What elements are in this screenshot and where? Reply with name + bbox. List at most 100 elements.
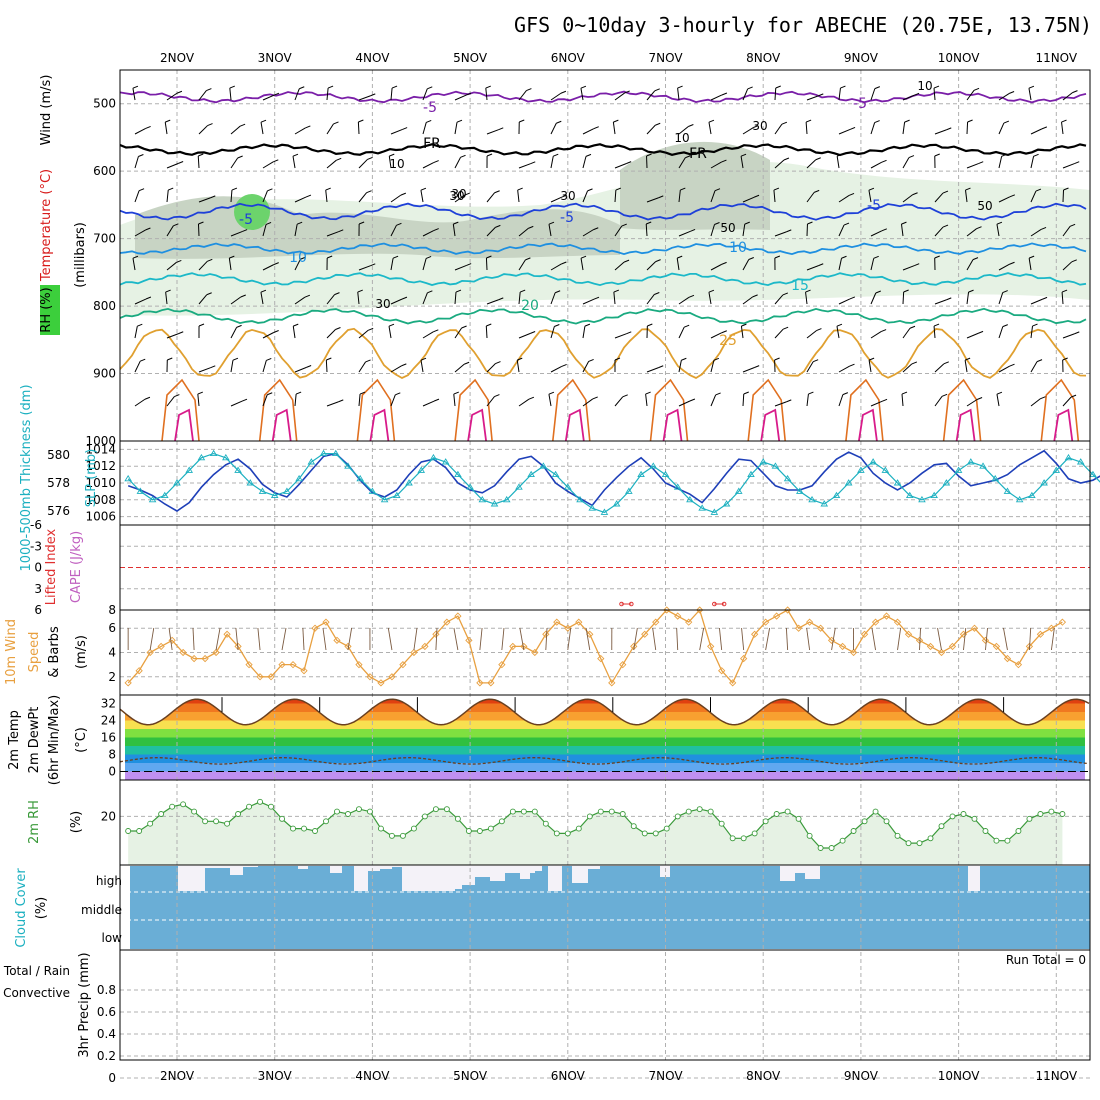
wind-barb [427, 290, 433, 294]
wind-barb [1062, 333, 1075, 339]
wind-barb [525, 257, 531, 261]
rh-point [630, 823, 637, 830]
wind-barb [260, 292, 264, 305]
temperature-contour [119, 327, 1087, 380]
wind-speed-point [399, 661, 407, 669]
wind-barb [838, 224, 845, 237]
cloud-gap [298, 866, 308, 869]
wind-barb [740, 156, 744, 169]
precip-conv-label: Convective [3, 986, 70, 1000]
wind-barb [134, 127, 146, 135]
wind-barb [400, 192, 407, 196]
wind-barb [646, 367, 659, 373]
wind-barb [305, 194, 312, 198]
wind-barb [138, 188, 145, 192]
wind-barb [357, 292, 360, 305]
wind-barb [229, 255, 235, 259]
wind-barb [334, 292, 340, 296]
wind-barb [614, 357, 621, 361]
wind-barb [901, 391, 908, 395]
slp-axis-label: SLP (mb) [84, 449, 99, 508]
wind-barb [774, 357, 780, 361]
wind-barb [646, 261, 656, 271]
wind-barb [902, 363, 913, 373]
wind-barb [919, 627, 921, 651]
wind-barb [390, 365, 402, 373]
y-tick-label: -6 [30, 518, 42, 532]
slp-point [734, 487, 743, 494]
wind-barb [1002, 324, 1008, 328]
wind-barb [1071, 259, 1077, 263]
wind-speed-point [366, 673, 374, 681]
slp-point [808, 495, 816, 503]
wind-barb [494, 190, 500, 194]
wind-barb [262, 360, 267, 373]
wind-barb [933, 87, 936, 101]
cloud-gap [548, 866, 562, 891]
wind-barb [646, 197, 659, 203]
wind-barb [614, 92, 625, 101]
wind-barb [347, 627, 353, 651]
slp-point [893, 479, 902, 486]
x-tick-label-bottom: 3NOV [258, 1069, 293, 1083]
slp-point [258, 487, 267, 494]
wind-barb [710, 224, 715, 237]
wind-barb [134, 190, 140, 203]
x-tick-label-bottom: 6NOV [551, 1069, 586, 1083]
wind-barb [1061, 291, 1064, 305]
wind-speed-point [871, 618, 880, 626]
wind-barb [267, 392, 273, 396]
wind-speed-point [146, 648, 154, 657]
wind-barb [166, 333, 179, 339]
wind-barb [358, 159, 368, 169]
wind-barb [528, 396, 535, 400]
dewpt-axis-label: 2m DewPt [27, 707, 42, 774]
wind-barb [452, 224, 456, 237]
wind-barb [966, 292, 970, 305]
wind-barb [526, 88, 532, 92]
precip-total-label: Total / Rain [3, 964, 70, 978]
rh-point [498, 818, 505, 825]
wind-speed-point [970, 624, 979, 632]
rh2m-unit-label: (%) [69, 811, 84, 834]
wind-barb [622, 394, 628, 398]
wind-barb [197, 391, 204, 395]
temperature-contour [955, 408, 976, 442]
wind-barb [413, 627, 418, 651]
slp-point [209, 449, 218, 457]
wind-barb [584, 323, 591, 327]
wind-barb [818, 263, 824, 267]
wind-barb [645, 223, 648, 237]
wind-barb [964, 360, 968, 373]
rh-label: 30 [449, 189, 464, 203]
wind-barb [933, 323, 940, 327]
wind-barb [678, 230, 691, 237]
temperature-label: -5 [423, 100, 437, 116]
wind-barb [257, 627, 261, 651]
rh-point [323, 818, 329, 825]
rh-point [202, 818, 209, 825]
wind-barb [336, 157, 342, 161]
x-tick-label-bottom: 11NOV [1035, 1069, 1077, 1083]
slp-point [954, 466, 963, 473]
cloud-gap [462, 866, 475, 885]
y-tick-label: 800 [93, 299, 116, 313]
rh-point [235, 811, 242, 817]
wind-barb [266, 357, 272, 361]
wind-barb [388, 323, 395, 327]
slp-point [637, 470, 645, 478]
wind-barb [560, 90, 567, 94]
wind-barb [262, 332, 274, 339]
cloud-gap [520, 866, 530, 879]
wind-barb [273, 262, 279, 266]
slp-point [405, 479, 413, 486]
cloud-gap [205, 866, 230, 868]
wind-barb [713, 357, 720, 361]
wind-speed-point [948, 642, 957, 651]
wind-barb [357, 121, 360, 135]
wind-barb [676, 258, 680, 271]
x-tick-label-top: 7NOV [648, 51, 683, 65]
wind-barb [166, 163, 179, 169]
wind-barb [678, 400, 691, 407]
wind-speed-point [926, 642, 935, 651]
